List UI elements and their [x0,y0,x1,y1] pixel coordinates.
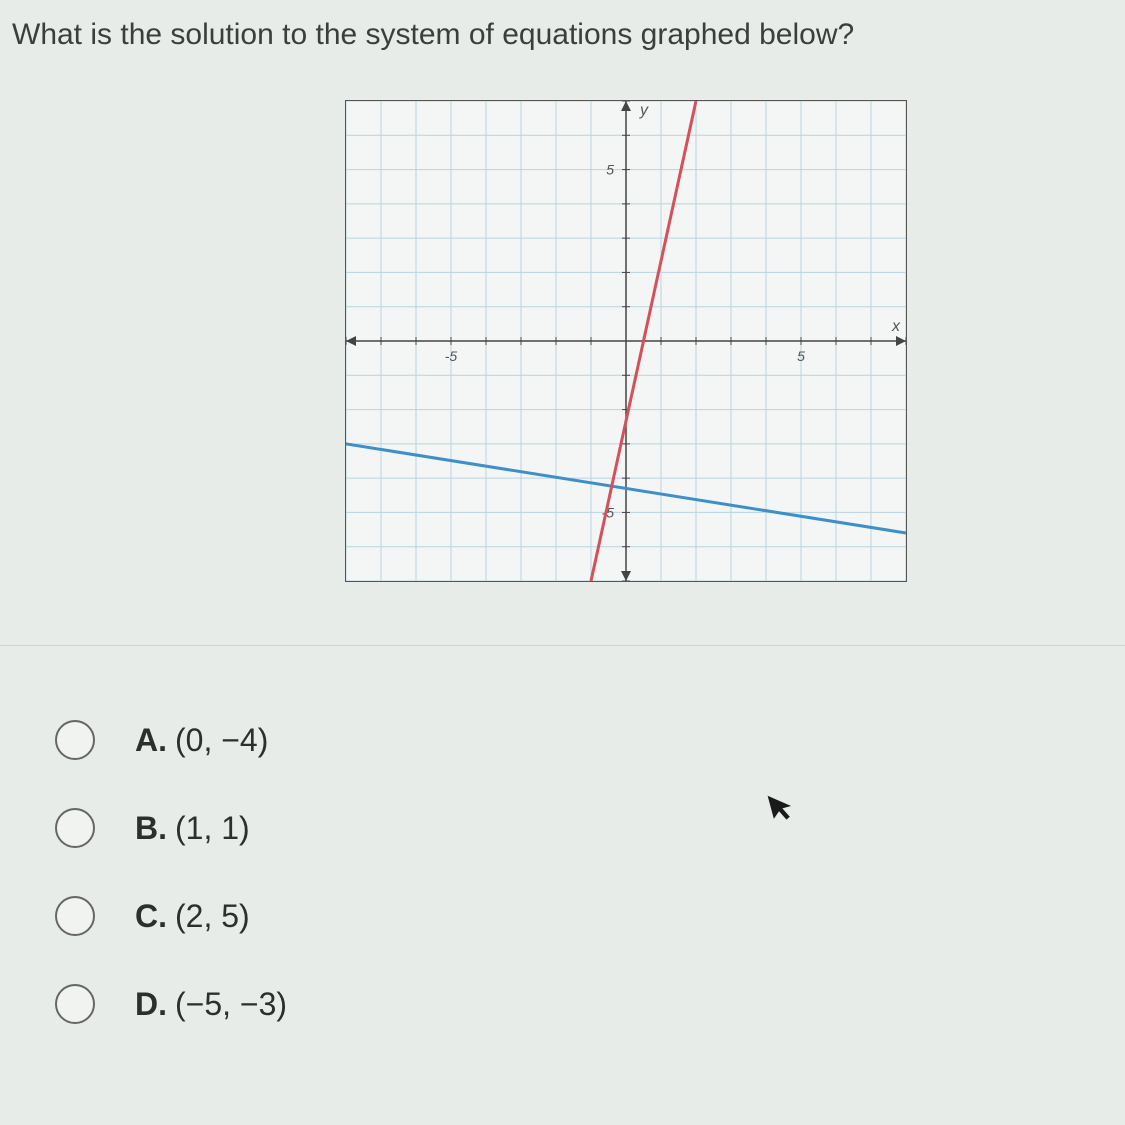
answer-text: (1, 1) [175,810,250,847]
answer-letter: A. [135,722,167,759]
answer-letter: D. [135,986,167,1023]
answer-option-c[interactable]: C. (2, 5) [55,896,287,936]
answer-option-d[interactable]: D. (−5, −3) [55,984,287,1024]
svg-text:-5: -5 [445,348,458,364]
answer-letter: B. [135,810,167,847]
graph-svg: -555-5yx [346,101,906,581]
answer-text: (−5, −3) [175,986,287,1023]
question-text: What is the solution to the system of eq… [12,18,854,52]
radio-a[interactable] [55,720,95,760]
graph-container: -555-5yx [345,100,907,582]
answer-letter: C. [135,898,167,935]
svg-text:5: 5 [606,162,614,178]
svg-text:x: x [891,318,901,335]
svg-text:y: y [639,102,649,119]
cursor-icon [765,787,803,834]
answer-option-b[interactable]: B. (1, 1) [55,808,287,848]
answer-text: (2, 5) [175,898,250,935]
radio-d[interactable] [55,984,95,1024]
radio-b[interactable] [55,808,95,848]
answer-text: (0, −4) [175,722,268,759]
radio-c[interactable] [55,896,95,936]
answer-list: A. (0, −4) B. (1, 1) C. (2, 5) D. (−5, −… [55,720,287,1072]
section-divider [0,645,1125,646]
answer-option-a[interactable]: A. (0, −4) [55,720,287,760]
svg-text:5: 5 [797,348,805,364]
